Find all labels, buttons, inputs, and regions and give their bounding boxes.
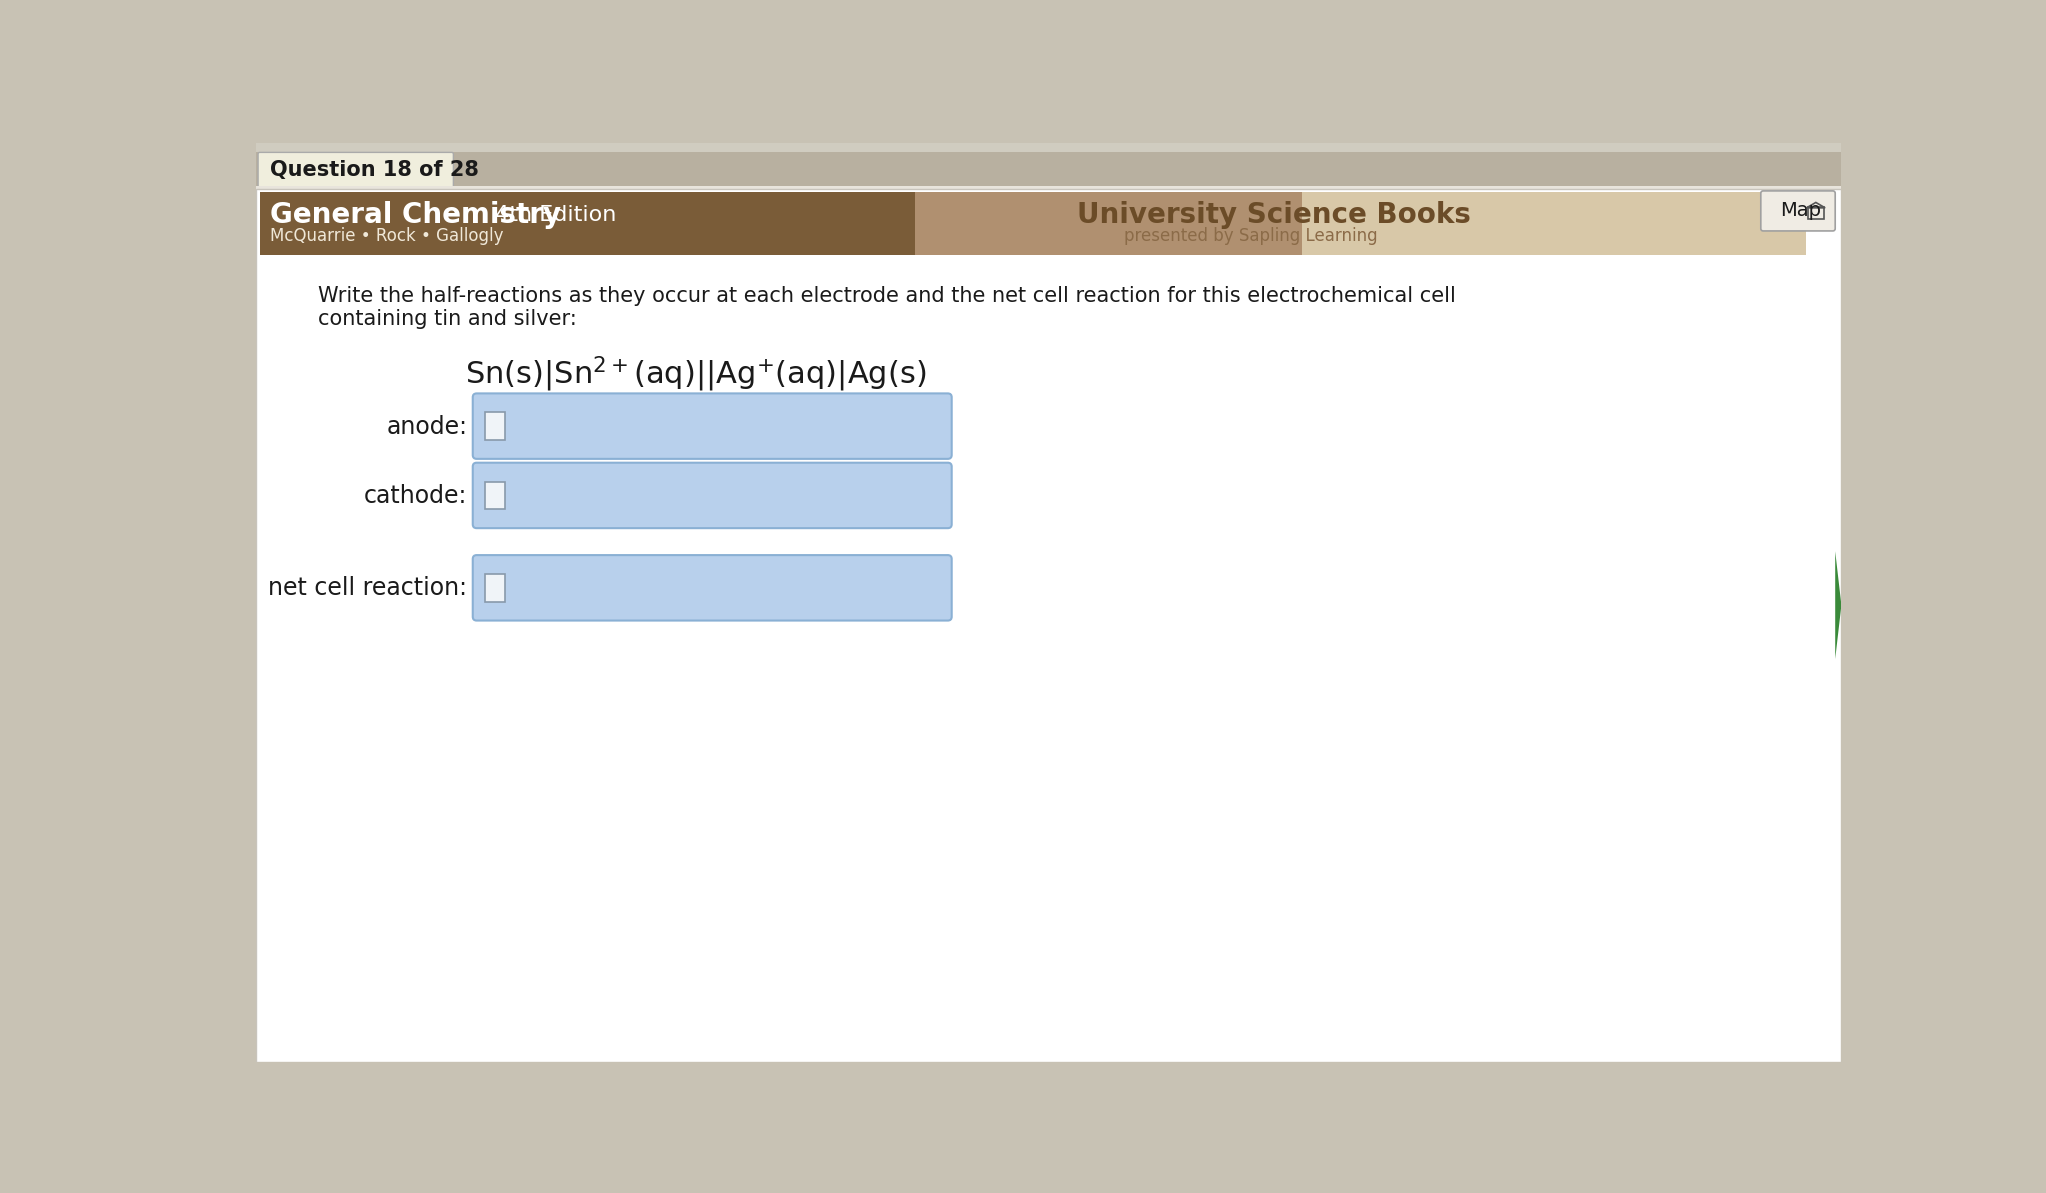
Text: anode:: anode: bbox=[387, 414, 466, 439]
FancyBboxPatch shape bbox=[260, 192, 919, 255]
Text: cathode:: cathode: bbox=[364, 484, 466, 508]
FancyBboxPatch shape bbox=[1301, 192, 1807, 255]
FancyBboxPatch shape bbox=[915, 192, 1301, 255]
Text: containing tin and silver:: containing tin and silver: bbox=[317, 309, 577, 329]
Text: University Science Books: University Science Books bbox=[1078, 200, 1471, 229]
Text: Write the half-reactions as they occur at each electrode and the net cell reacti: Write the half-reactions as they occur a… bbox=[317, 285, 1455, 305]
Text: net cell reaction:: net cell reaction: bbox=[268, 576, 466, 600]
Polygon shape bbox=[1835, 551, 1841, 659]
FancyBboxPatch shape bbox=[485, 482, 505, 509]
FancyBboxPatch shape bbox=[256, 186, 1841, 190]
FancyBboxPatch shape bbox=[1762, 191, 1835, 231]
FancyBboxPatch shape bbox=[256, 143, 1841, 153]
FancyBboxPatch shape bbox=[258, 153, 454, 187]
Text: Sn(s)|Sn$^{2+}$(aq)||Ag$^{+}$(aq)|Ag(s): Sn(s)|Sn$^{2+}$(aq)||Ag$^{+}$(aq)|Ag(s) bbox=[464, 354, 927, 395]
Text: McQuarrie • Rock • Gallogly: McQuarrie • Rock • Gallogly bbox=[270, 228, 503, 246]
FancyBboxPatch shape bbox=[473, 394, 951, 459]
FancyBboxPatch shape bbox=[473, 555, 951, 620]
Text: General Chemistry: General Chemistry bbox=[270, 200, 561, 229]
FancyBboxPatch shape bbox=[485, 413, 505, 440]
FancyBboxPatch shape bbox=[485, 574, 505, 601]
FancyBboxPatch shape bbox=[256, 190, 1841, 1062]
FancyBboxPatch shape bbox=[473, 463, 951, 528]
Text: presented by Sapling Learning: presented by Sapling Learning bbox=[1123, 228, 1377, 246]
Text: 4th Edition: 4th Edition bbox=[489, 205, 616, 224]
Text: Map: Map bbox=[1780, 202, 1821, 221]
FancyBboxPatch shape bbox=[256, 153, 1841, 190]
Text: Question 18 of 28: Question 18 of 28 bbox=[270, 160, 479, 180]
